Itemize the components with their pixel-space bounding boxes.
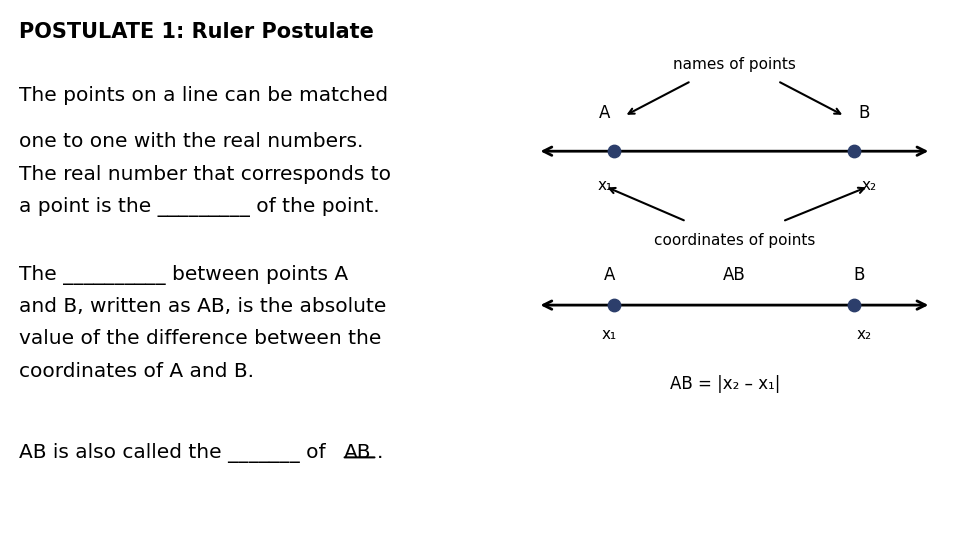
Text: AB is also called the _______ of: AB is also called the _______ of [19, 443, 332, 463]
Text: The points on a line can be matched: The points on a line can be matched [19, 86, 389, 105]
Text: A: A [604, 266, 615, 284]
Text: x₂: x₂ [856, 327, 872, 342]
Point [847, 147, 862, 156]
Text: The real number that corresponds to: The real number that corresponds to [19, 165, 392, 184]
Text: B: B [858, 104, 870, 122]
Text: names of points: names of points [673, 57, 796, 72]
Text: a point is the _________ of the point.: a point is the _________ of the point. [19, 197, 380, 217]
Text: B: B [853, 266, 865, 284]
Text: and B, written as AB, is the absolute: and B, written as AB, is the absolute [19, 297, 387, 316]
Text: .: . [377, 443, 384, 462]
Point [847, 301, 862, 309]
Text: coordinates of points: coordinates of points [654, 233, 815, 248]
Point [607, 147, 622, 156]
Text: POSTULATE 1: Ruler Postulate: POSTULATE 1: Ruler Postulate [19, 22, 374, 42]
Text: AB: AB [344, 443, 372, 462]
Text: The __________ between points A: The __________ between points A [19, 265, 348, 285]
Text: x₂: x₂ [861, 178, 876, 193]
Text: one to one with the real numbers.: one to one with the real numbers. [19, 132, 364, 151]
Text: x₁: x₁ [597, 178, 612, 193]
Text: coordinates of A and B.: coordinates of A and B. [19, 362, 254, 381]
Text: AB = |x₂ – x₁|: AB = |x₂ – x₁| [670, 375, 780, 393]
Text: AB: AB [723, 266, 746, 284]
Point [607, 301, 622, 309]
Text: x₁: x₁ [602, 327, 617, 342]
Text: A: A [599, 104, 611, 122]
Text: value of the difference between the: value of the difference between the [19, 329, 381, 348]
